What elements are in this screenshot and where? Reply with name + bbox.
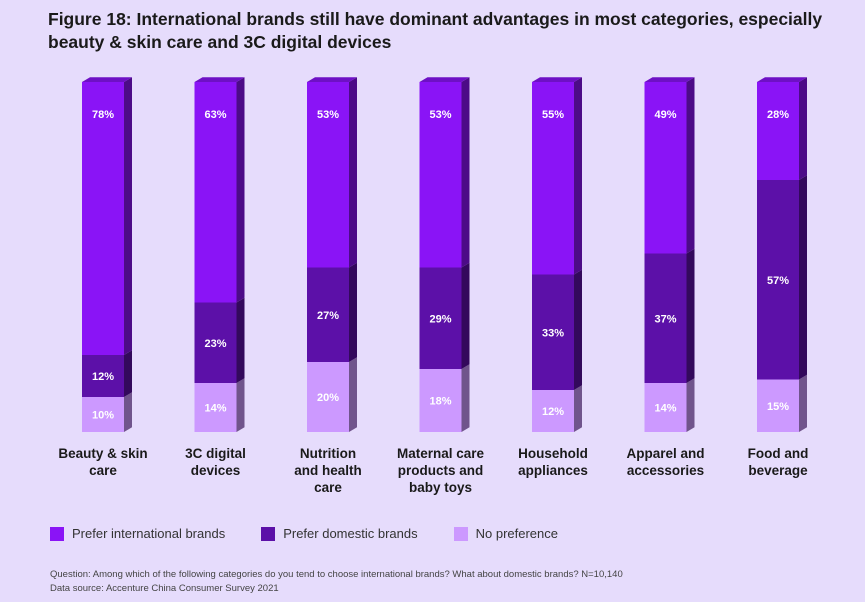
bar-value-label-4-1: 33% — [542, 327, 564, 339]
bar-side-1-1 — [236, 297, 245, 383]
bar-segment-6-0 — [757, 379, 799, 432]
stacked-bar-chart: 10% 12% 78% Beauty & skin care 14% 23% 63% 3C di… — [58, 77, 809, 495]
bar-segment-4-2 — [532, 82, 574, 275]
bar-value-label-3-2: 53% — [429, 109, 451, 121]
bar-value-label-3-0: 18% — [429, 396, 451, 408]
bar-value-label-5-0: 14% — [654, 403, 676, 415]
bar-value-label-0-1: 12% — [92, 371, 114, 383]
bar-side-3-0 — [461, 364, 470, 432]
bar-value-label-0-0: 10% — [92, 410, 114, 422]
bar-segment-1-0 — [194, 383, 237, 432]
bar-side-1-2 — [236, 77, 245, 303]
bar-top-4 — [532, 77, 582, 82]
bar-side-5-0 — [686, 378, 695, 432]
bar-segment-5-1 — [644, 253, 687, 383]
bar-value-label-2-0: 20% — [317, 392, 339, 404]
bar-value-label-5-1: 37% — [654, 313, 676, 325]
bar-top-2 — [307, 77, 357, 82]
bar-side-2-0 — [349, 357, 357, 432]
bar-value-label-4-2: 55% — [542, 109, 564, 121]
bar-side-4-1 — [574, 269, 582, 390]
bar-segment-6-1 — [757, 180, 799, 380]
bar-value-label-6-1: 57% — [767, 275, 789, 287]
bar-segment-1-1 — [194, 302, 237, 383]
bar-side-3-2 — [461, 77, 470, 268]
bar-top-3 — [419, 77, 470, 82]
bar-segment-4-1 — [532, 274, 574, 390]
category-label-0: Beauty & skin care — [58, 446, 147, 478]
question-note: Question: Among which of the following c… — [50, 569, 623, 580]
bar-segment-1-2 — [194, 82, 237, 303]
bar-side-2-2 — [349, 77, 357, 268]
bar-side-3-1 — [461, 262, 470, 369]
bar-side-6-2 — [799, 77, 807, 180]
category-label-4: Household appliances — [518, 446, 588, 478]
legend-label-no-preference: No preference — [475, 526, 558, 541]
legend-label-international: Prefer international brands — [72, 526, 226, 541]
legend-swatch-no-preference — [453, 526, 468, 541]
bar-top-0 — [82, 77, 132, 82]
bar-segment-3-1 — [419, 267, 462, 369]
bar-value-label-1-1: 23% — [204, 338, 226, 350]
bar-side-1-0 — [236, 378, 245, 432]
bar-side-0-1 — [124, 350, 132, 397]
bar-value-label-3-1: 29% — [429, 313, 451, 325]
bar-value-label-6-2: 28% — [767, 109, 789, 121]
category-label-5: Apparel and accessories — [626, 446, 704, 478]
bar-side-5-1 — [686, 248, 695, 383]
bar-segment-2-1 — [307, 267, 349, 362]
bar-top-1 — [194, 77, 245, 82]
bar-value-label-1-0: 14% — [204, 403, 226, 415]
bar-side-0-2 — [124, 77, 132, 355]
bar-segment-3-0 — [419, 369, 462, 432]
bar-top-6 — [757, 77, 807, 82]
bar-segment-0-0 — [82, 397, 124, 432]
bar-segment-0-1 — [82, 355, 124, 397]
bar-value-label-1-2: 63% — [204, 109, 226, 121]
bar-side-6-1 — [799, 175, 807, 380]
category-label-6: Food and beverage — [748, 446, 809, 478]
bar-segment-4-0 — [532, 390, 574, 432]
bar-side-2-1 — [349, 262, 357, 362]
bar-side-4-2 — [574, 77, 582, 275]
bar-top-5 — [644, 77, 695, 82]
legend-swatch-domestic — [261, 526, 276, 541]
bar-segment-6-2 — [757, 82, 799, 180]
bar-value-label-0-2: 78% — [92, 109, 114, 121]
category-label-2: Nutrition and health care — [294, 446, 362, 495]
bar-segment-2-2 — [307, 82, 349, 268]
bar-segment-2-0 — [307, 362, 349, 432]
legend-item-no-preference: No preference — [453, 526, 558, 541]
bar-side-0-0 — [124, 392, 132, 432]
legend-item-domestic: Prefer domestic brands — [261, 526, 418, 541]
bar-segment-3-2 — [419, 82, 462, 268]
bar-value-label-2-2: 53% — [317, 109, 339, 121]
bar-side-5-2 — [686, 77, 695, 254]
legend-item-international: Prefer international brands — [50, 526, 225, 541]
bar-value-label-5-2: 49% — [654, 109, 676, 121]
legend: Prefer international brands Prefer domes… — [50, 526, 594, 541]
bar-segment-5-2 — [644, 82, 687, 254]
source-note: Data source: Accenture China Consumer Su… — [50, 583, 279, 594]
category-label-3: Maternal care products and baby toys — [397, 446, 485, 495]
legend-label-domestic: Prefer domestic brands — [283, 526, 418, 541]
bar-side-4-0 — [574, 385, 582, 432]
category-label-1: 3C digital devices — [185, 446, 246, 478]
footnotes: Question: Among which of the following c… — [50, 568, 623, 596]
bar-segment-0-2 — [82, 82, 124, 355]
chart-title: Figure 18: International brands still ha… — [48, 9, 823, 52]
bar-segment-5-0 — [644, 383, 687, 432]
legend-swatch-international — [50, 526, 64, 541]
bar-value-label-2-1: 27% — [317, 310, 339, 322]
bar-value-label-6-0: 15% — [767, 401, 789, 413]
bar-side-6-0 — [799, 374, 807, 432]
bar-value-label-4-0: 12% — [542, 406, 564, 418]
